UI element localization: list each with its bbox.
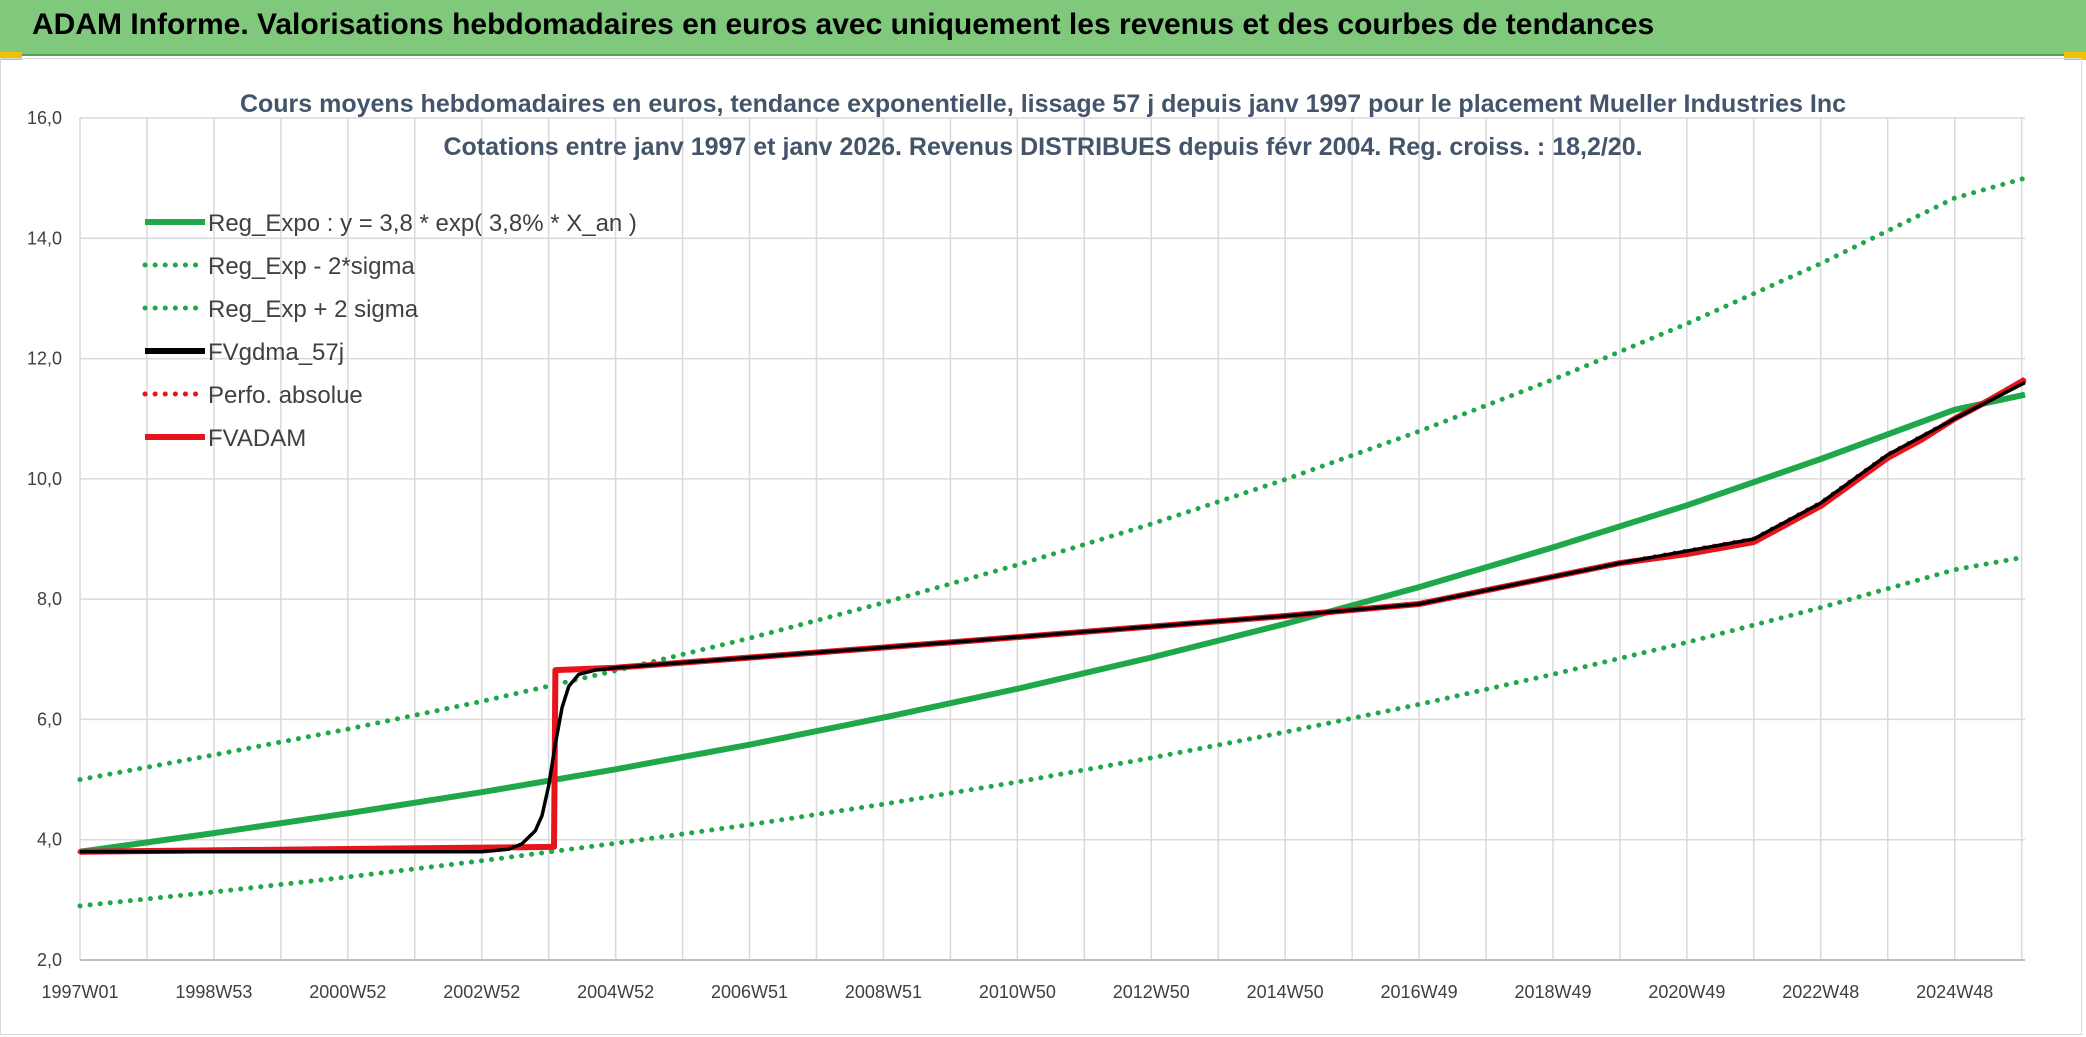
grid-lines: [79, 117, 2025, 961]
series-line-0: [79, 391, 2026, 855]
x-tick-label: 2004W52: [577, 982, 654, 1002]
chart-subtitle: Cotations entre janv 1997 et janv 2026. …: [443, 133, 1642, 161]
series-line-5: [79, 376, 2027, 855]
y-tick-label: 4,0: [37, 830, 62, 850]
x-tick-label: 2002W52: [443, 982, 520, 1002]
series-line-3: [80, 381, 2026, 854]
corner-marker: [0, 52, 22, 60]
series-line-4: [77, 377, 2028, 855]
x-tick-label: 2000W52: [309, 982, 386, 1002]
y-tick-label: 12,0: [27, 349, 62, 369]
chart-area: [0, 58, 2082, 1035]
x-tick-label: 2006W51: [711, 982, 788, 1002]
legend-label: Reg_Expo : y = 3,8 * exp( 3,8% * X_an ): [208, 210, 637, 237]
x-tick-label: 1997W01: [41, 982, 118, 1002]
axes: 2,0 4,0 6,0 8,0 10,0 12,0 14,0 16,0 1997W01 1998W…: [27, 108, 2025, 1002]
series-group: [77, 175, 2028, 909]
x-tick-label: 1998W53: [175, 982, 252, 1002]
y-tick-label: 16,0: [27, 108, 62, 128]
y-tick-label: 8,0: [37, 589, 62, 609]
chart-title: Cours moyens hebdomadaires en euros, ten…: [240, 90, 1846, 118]
x-tick-label: 2014W50: [1247, 982, 1324, 1002]
report-header: ADAM Informe. Valorisations hebdomadaire…: [0, 0, 2086, 56]
legend-label: FVADAM: [208, 425, 306, 452]
report-title: ADAM Informe. Valorisations hebdomadaire…: [32, 8, 1655, 41]
x-tick-label: 2008W51: [845, 982, 922, 1002]
x-tick-label: 2010W50: [979, 982, 1056, 1002]
x-tick-label: 2018W49: [1514, 982, 1591, 1002]
x-tick-label: 2012W50: [1113, 982, 1190, 1002]
x-tick-label: 2016W49: [1381, 982, 1458, 1002]
y-tick-label: 2,0: [37, 950, 62, 970]
x-tick-label: 2020W49: [1648, 982, 1725, 1002]
series-line-1: [77, 554, 2028, 909]
y-tick-label: 14,0: [27, 228, 62, 248]
legend-label: FVgdma_57j: [208, 339, 344, 366]
series-line-2: [77, 175, 2028, 783]
x-tick-label: 2022W48: [1782, 982, 1859, 1002]
legend-label: Reg_Exp + 2 sigma: [208, 296, 419, 323]
x-tick-label: 2024W48: [1916, 982, 1993, 1002]
y-tick-label: 6,0: [37, 709, 62, 729]
legend: Reg_Expo : y = 3,8 * exp( 3,8% * X_an ) R…: [142, 210, 637, 452]
legend-label: Perfo. absolue: [208, 382, 363, 409]
corner-marker: [2064, 52, 2086, 60]
y-tick-label: 10,0: [27, 469, 62, 489]
legend-label: Reg_Exp - 2*sigma: [208, 253, 415, 280]
